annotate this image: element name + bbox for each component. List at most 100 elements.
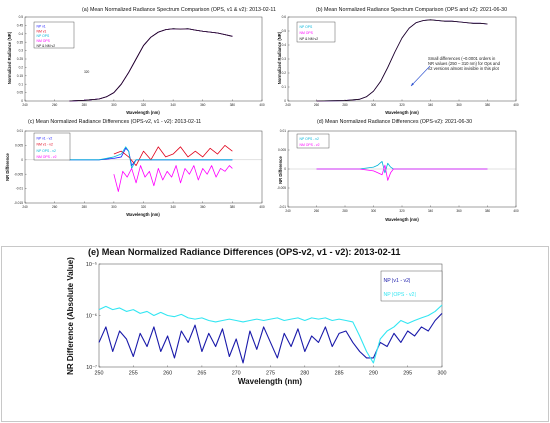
x-tick-label: 340 — [170, 103, 176, 107]
series-line — [69, 146, 233, 169]
y-tick-label: 0 — [21, 158, 23, 162]
y-tick-label: 0.1 — [282, 85, 287, 89]
legend: NP OPS NM OPS NP & NM v2 — [296, 21, 336, 43]
y-tick-label: 10⁻⁵ — [86, 262, 97, 268]
x-tick-label: 240 — [285, 209, 291, 213]
series-line — [98, 312, 443, 364]
x-axis-label: Wavelength (nm) — [385, 217, 419, 222]
y-axis-label: NR Difference — [5, 152, 10, 180]
x-tick-label: 280 — [342, 209, 348, 213]
x-tick-label: 255 — [129, 370, 138, 376]
x-tick-label: 300 — [371, 209, 377, 213]
legend-box — [380, 270, 443, 302]
x-tick-label: 280 — [342, 103, 348, 107]
y-tick-label: 0.15 — [17, 74, 23, 78]
annotation-arrowhead — [411, 82, 414, 86]
legend-entry: NP |OPS - v2| — [384, 292, 416, 298]
series-line — [69, 28, 233, 102]
legend-entry: NM v1 - v2 — [37, 143, 54, 147]
x-tick-label: 360 — [456, 209, 462, 213]
legend-entry: NP & NM v2 — [37, 44, 56, 48]
panel-c: (c) Mean Normalized Radiance Differences… — [5, 119, 265, 217]
panel-d: (d) Mean Normalized Radiance Differences… — [277, 119, 519, 222]
legend-entry: NP OPS - v2 — [37, 149, 56, 153]
x-tick-label: 340 — [428, 209, 434, 213]
legend-entry: NM OPS - v2 — [37, 155, 57, 159]
y-tick-label: -0.005 — [277, 186, 286, 190]
x-tick-label: 380 — [485, 103, 491, 107]
legend-entry: NM v1 — [37, 29, 47, 33]
x-axis-label: Wavelength (nm) — [126, 110, 160, 115]
legend: NP |v1 - v2| NP |OPS - v2| — [380, 270, 443, 302]
legend: NP v1 - v2 NM v1 - v2 NP OPS - v2 NM OPS - … — [33, 132, 71, 161]
y-tick-label: 0 — [284, 99, 286, 103]
x-tick-label: 280 — [82, 205, 88, 209]
x-axis-label: Wavelength (nm) — [385, 110, 419, 115]
y-tick-label: 0.6 — [282, 15, 287, 19]
y-tick-label: -0.01 — [279, 205, 286, 209]
x-tick-label: 265 — [197, 370, 206, 376]
x-tick-label: 260 — [314, 209, 320, 213]
panel-a: (a) Mean Normalized Radiance Spectrum Co… — [7, 7, 276, 115]
x-tick-label: 380 — [230, 103, 236, 107]
y-axis-label: Normalized Radiance (NR) — [7, 31, 12, 84]
legend-entry: NM OPS — [300, 31, 314, 35]
x-tick-label: 280 — [82, 103, 88, 107]
y-tick-label: 0.5 — [19, 15, 24, 19]
chart-title: (a) Mean Normalized Radiance Spectrum Co… — [82, 7, 276, 13]
legend-entry: NP OPS — [300, 25, 313, 29]
x-tick-label: 300 — [111, 103, 117, 107]
y-tick-label: 0.4 — [19, 32, 24, 36]
x-tick-label: 250 — [95, 370, 104, 376]
y-tick-label: 0.3 — [19, 49, 24, 53]
chart-title: (d) Mean Normalized Radiance Differences… — [317, 119, 472, 125]
panel-e: (e) Mean Normalized Radiance Differences… — [66, 247, 447, 386]
x-tick-label: 320 — [141, 205, 147, 209]
x-tick-label: 240 — [285, 103, 291, 107]
y-tick-label: 10⁻⁷ — [86, 365, 97, 371]
y-tick-label: 0.25 — [17, 57, 23, 61]
panel-e-frame — [1, 246, 549, 422]
x-tick-label: 260 — [52, 103, 58, 107]
y-tick-label: 0 — [21, 99, 23, 103]
y-tick-label: 0.01 — [17, 129, 23, 133]
legend-box — [33, 21, 75, 49]
y-tick-label: 0.45 — [17, 24, 23, 28]
legend-entry: NP OPS - v2 — [300, 137, 319, 141]
legend: NP OPS - v2 NM OPS - v2 — [296, 133, 330, 149]
plot-area — [287, 16, 517, 102]
legend-box — [296, 133, 330, 149]
x-tick-label: 340 — [170, 205, 176, 209]
y-tick-label: -0.01 — [16, 187, 23, 191]
x-tick-label: 320 — [141, 103, 147, 107]
x-tick-label: 380 — [485, 209, 491, 213]
x-tick-label: 360 — [200, 103, 206, 107]
x-tick-label: 300 — [111, 205, 117, 209]
series-line — [316, 164, 488, 181]
x-tick-label: 290 — [369, 370, 378, 376]
x-tick-label: 260 — [52, 205, 58, 209]
y-tick-label: -0.015 — [14, 201, 23, 205]
legend-box — [33, 132, 71, 161]
x-tick-label: 320 — [399, 209, 405, 213]
x-tick-label: 260 — [314, 103, 320, 107]
x-tick-label: 280 — [300, 370, 309, 376]
y-tick-label: 0.005 — [278, 148, 286, 152]
series-line — [113, 165, 233, 192]
annotation-note: Small differences (~0.0001 orders in NR … — [428, 56, 500, 71]
x-tick-label: 400 — [513, 209, 519, 213]
y-tick-label: 0.05 — [17, 91, 23, 95]
legend-entry: NP v1 — [37, 25, 46, 29]
y-axis-label: Normalized Radiance (NR) — [277, 31, 282, 84]
x-tick-label: 240 — [22, 205, 28, 209]
x-tick-label: 260 — [163, 370, 172, 376]
legend-entry: NM OPS - v2 — [300, 143, 320, 147]
x-tick-label: 285 — [335, 370, 344, 376]
legend-entry: NM OPS — [37, 39, 51, 43]
legend-entry: NP OPS — [37, 34, 50, 38]
series-line — [98, 304, 443, 364]
x-tick-label: 360 — [200, 205, 206, 209]
chart-title: (b) Mean Normalized Radiance Spectrum Co… — [316, 7, 507, 13]
